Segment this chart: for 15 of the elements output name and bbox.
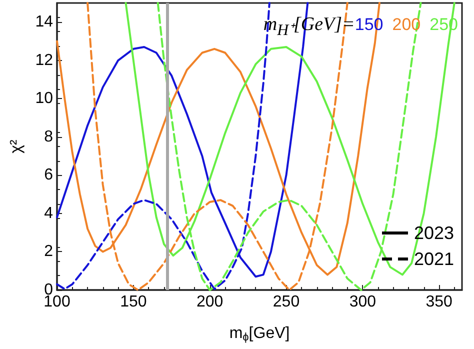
- y-tick-label: 10: [35, 90, 54, 108]
- x-tick-label: 300: [349, 294, 376, 310]
- x-tick-label: 150: [120, 294, 147, 310]
- y-tick-label: 4: [44, 204, 54, 222]
- y-tick-label: 12: [35, 52, 54, 69]
- x-tick-label: 200: [196, 294, 224, 310]
- annotation: 2021: [414, 248, 454, 271]
- x-tick-label: 250: [272, 294, 300, 310]
- y-axis-title: χ²: [8, 138, 25, 154]
- y-tick-label: 14: [35, 14, 54, 31]
- x-tick-label: 350: [426, 294, 453, 310]
- y-tick-label: 8: [44, 128, 54, 146]
- y-tick-label: 2: [44, 243, 54, 260]
- y-tick-label: 6: [44, 166, 54, 184]
- series-label: 200: [392, 15, 421, 34]
